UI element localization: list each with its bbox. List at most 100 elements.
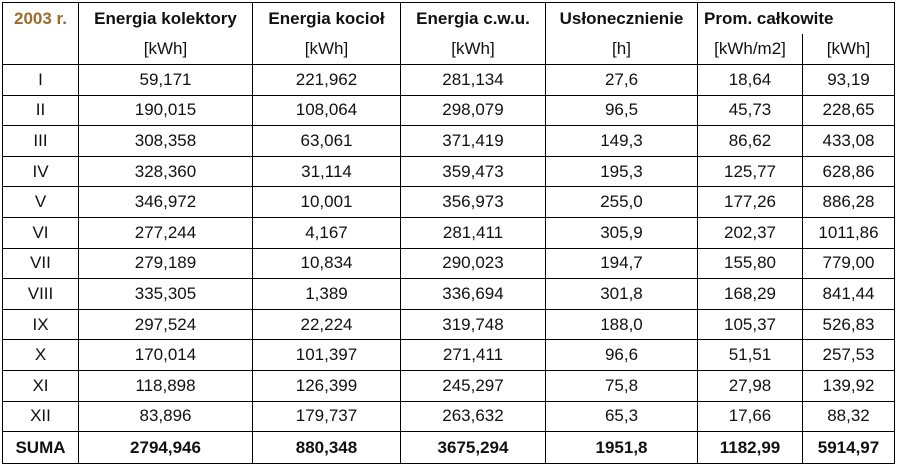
table-cell: 88,32 xyxy=(802,400,895,433)
month-label: VIII xyxy=(2,278,79,310)
table-cell: 93,19 xyxy=(802,64,895,96)
table-cell: 188,0 xyxy=(545,308,698,341)
table-cell: 59,171 xyxy=(78,64,253,96)
table-cell: 126,399 xyxy=(252,369,401,402)
table-cell: 290,023 xyxy=(400,247,546,280)
table-cell: 155,80 xyxy=(697,247,803,280)
table-cell: 328,360 xyxy=(78,155,253,188)
table-cell: 271,411 xyxy=(400,339,546,371)
table-cell: 27,6 xyxy=(545,64,698,96)
units-row: [kWh] [kWh] [kWh] [h] [kWh/m2] [kWh] xyxy=(2,34,895,65)
table-cell: 298,079 xyxy=(400,94,546,127)
total-cell: 880,348 xyxy=(252,431,401,464)
month-label: XII xyxy=(2,400,79,433)
month-label: II xyxy=(2,94,79,127)
month-label: III xyxy=(2,125,79,157)
header-prom-calkowite: Prom. całkowite xyxy=(697,2,895,34)
table-cell: 308,358 xyxy=(78,125,253,157)
total-cell: 1951,8 xyxy=(545,431,698,464)
table-cell: 195,3 xyxy=(545,155,698,188)
table-row: XI 118,898 126,399 245,297 75,8 27,98 139,92 xyxy=(2,369,895,402)
table-cell: 45,73 xyxy=(697,94,803,127)
table-row: VIII 335,305 1,389 336,694 301,8 168,29 841,44 xyxy=(2,278,895,310)
table-cell: 105,37 xyxy=(697,308,803,341)
month-label: IX xyxy=(2,308,79,341)
month-label: VI xyxy=(2,216,79,249)
table-cell: 190,015 xyxy=(78,94,253,127)
table-cell: 297,524 xyxy=(78,308,253,341)
table-cell: 177,26 xyxy=(697,186,803,218)
table-cell: 1011,86 xyxy=(802,216,895,249)
month-label: X xyxy=(2,339,79,371)
table-cell: 301,8 xyxy=(545,278,698,310)
table-cell: 96,5 xyxy=(545,94,698,127)
table-cell: 149,3 xyxy=(545,125,698,157)
table-cell: 279,189 xyxy=(78,247,253,280)
table-row: VII 279,189 10,834 290,023 194,7 155,80 779,00 xyxy=(2,247,895,280)
table-cell: 96,6 xyxy=(545,339,698,371)
table-cell: 170,014 xyxy=(78,339,253,371)
table-cell: 245,297 xyxy=(400,369,546,402)
header-energia-cwu: Energia c.w.u. xyxy=(400,2,546,34)
table-cell: 194,7 xyxy=(545,247,698,280)
header-row: 2003 r. Energia kolektory Energia kocioł… xyxy=(2,2,895,34)
table-cell: 281,134 xyxy=(400,64,546,96)
table-cell: 319,748 xyxy=(400,308,546,341)
total-label: SUMA xyxy=(2,431,79,464)
units-empty xyxy=(2,34,79,65)
table-cell: 27,98 xyxy=(697,369,803,402)
month-label: VII xyxy=(2,247,79,280)
table-row: II 190,015 108,064 298,079 96,5 45,73 228,65 xyxy=(2,94,895,127)
table-cell: 17,66 xyxy=(697,400,803,433)
table-cell: 371,419 xyxy=(400,125,546,157)
table-cell: 281,411 xyxy=(400,216,546,249)
table-cell: 841,44 xyxy=(802,278,895,310)
month-label: I xyxy=(2,64,79,96)
year-label: 2003 r. xyxy=(2,2,79,34)
table-cell: 257,53 xyxy=(802,339,895,371)
month-label: IV xyxy=(2,155,79,188)
table-cell: 4,167 xyxy=(252,216,401,249)
table-row: XII 83,896 179,737 263,632 65,3 17,66 88,32 xyxy=(2,400,895,433)
table-cell: 1,389 xyxy=(252,278,401,310)
table-cell: 305,9 xyxy=(545,216,698,249)
table-row: VI 277,244 4,167 281,411 305,9 202,37 1011,86 xyxy=(2,216,895,249)
table-cell: 779,00 xyxy=(802,247,895,280)
table-cell: 108,064 xyxy=(252,94,401,127)
unit-uslonecznienie: [h] xyxy=(545,34,698,65)
table-cell: 10,001 xyxy=(252,186,401,218)
table-row: X 170,014 101,397 271,411 96,6 51,51 257,53 xyxy=(2,339,895,371)
header-uslonecznienie: Usłonecznienie xyxy=(545,2,698,34)
table-cell: 255,0 xyxy=(545,186,698,218)
header-energia-kociol: Energia kocioł xyxy=(252,2,401,34)
table-row: III 308,358 63,061 371,419 149,3 86,62 433,08 xyxy=(2,125,895,157)
table-cell: 263,632 xyxy=(400,400,546,433)
header-energia-kolektory: Energia kolektory xyxy=(78,2,253,34)
table-cell: 628,86 xyxy=(802,155,895,188)
table-cell: 18,64 xyxy=(697,64,803,96)
unit-prom-kwh: [kWh] xyxy=(802,34,895,65)
table-cell: 356,973 xyxy=(400,186,546,218)
table-row: V 346,972 10,001 356,973 255,0 177,26 886,28 xyxy=(2,186,895,218)
unit-energia-cwu: [kWh] xyxy=(400,34,546,65)
table-cell: 22,224 xyxy=(252,308,401,341)
table-cell: 221,962 xyxy=(252,64,401,96)
table-cell: 139,92 xyxy=(802,369,895,402)
table-cell: 336,694 xyxy=(400,278,546,310)
unit-prom-m2: [kWh/m2] xyxy=(697,34,803,65)
table-cell: 118,898 xyxy=(78,369,253,402)
table-cell: 10,834 xyxy=(252,247,401,280)
month-label: XI xyxy=(2,369,79,402)
table-cell: 86,62 xyxy=(697,125,803,157)
table-cell: 65,3 xyxy=(545,400,698,433)
table-row: IX 297,524 22,224 319,748 188,0 105,37 526,83 xyxy=(2,308,895,341)
table-body: I 59,171 221,962 281,134 27,6 18,64 93,19 II 190… xyxy=(2,64,895,433)
table-cell: 335,305 xyxy=(78,278,253,310)
total-row: SUMA 2794,946 880,348 3675,294 1951,8 11… xyxy=(2,431,895,464)
total-cell: 1182,99 xyxy=(697,431,803,464)
table-row: I 59,171 221,962 281,134 27,6 18,64 93,19 xyxy=(2,64,895,96)
table-cell: 101,397 xyxy=(252,339,401,371)
table-cell: 168,29 xyxy=(697,278,803,310)
